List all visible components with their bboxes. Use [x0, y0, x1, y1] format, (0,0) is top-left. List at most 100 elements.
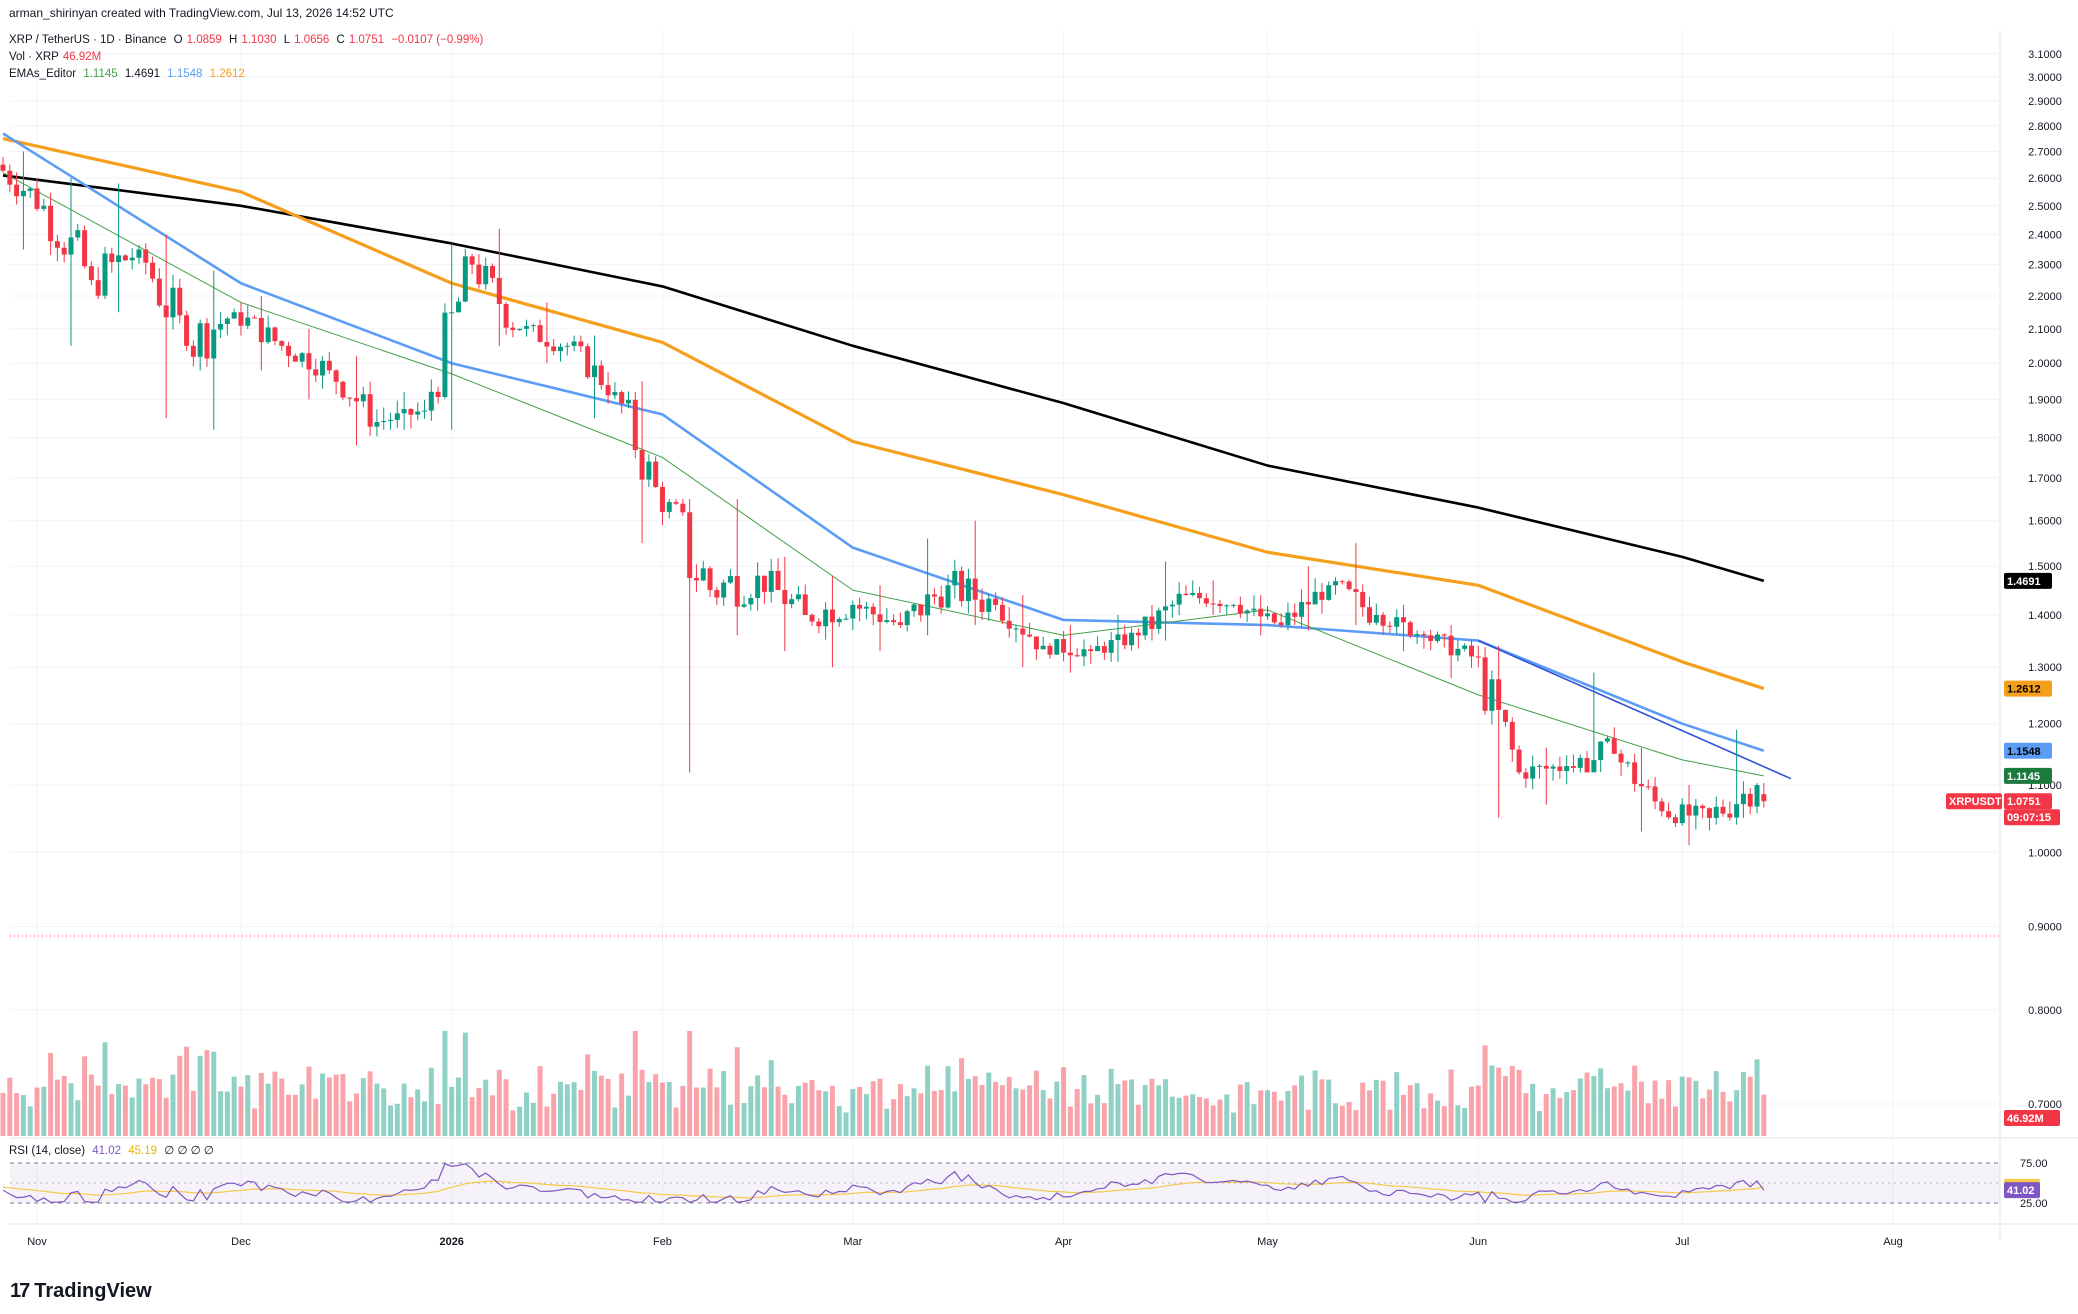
candle-body: [422, 410, 428, 412]
candle-body: [95, 280, 101, 296]
volume-label[interactable]: Vol · XRP: [9, 51, 59, 63]
rsi-label[interactable]: RSI (14, close): [9, 1145, 86, 1157]
volume-bar: [1163, 1079, 1169, 1136]
volume-bar: [680, 1085, 686, 1136]
ema-label[interactable]: EMAs_Editor: [9, 68, 77, 80]
price-axis-label: 2.4000: [2028, 230, 2062, 242]
ema-lines: [2, 132, 1792, 780]
candle-body: [1700, 805, 1706, 809]
volume-bar: [918, 1093, 924, 1136]
volume-bar: [1720, 1091, 1726, 1136]
candle-body: [231, 312, 237, 319]
candle-body: [258, 317, 264, 343]
volume-bar: [211, 1051, 217, 1136]
volume-bar: [714, 1087, 720, 1136]
volume-bar: [598, 1075, 604, 1136]
main-pane[interactable]: [10, 30, 2000, 1137]
candle-body: [1516, 749, 1522, 773]
candle-body: [1428, 635, 1434, 641]
candle-body: [782, 589, 788, 605]
candle-body: [517, 328, 523, 331]
candle-body: [1122, 634, 1128, 646]
volume-bar: [1740, 1072, 1746, 1136]
symbol-name[interactable]: XRP / TetherUS · 1D · Binance: [9, 34, 167, 46]
volume-bar: [829, 1085, 835, 1136]
rsi-pane[interactable]: [2, 1162, 2000, 1204]
price-axis[interactable]: 3.1000 3.0000 2.9000 2.8000 2.7000 2.6000 2.50…: [2020, 49, 2062, 1210]
tag-volume: 46.92M: [2007, 1113, 2044, 1125]
candle-body: [959, 570, 965, 602]
price-axis-label: 2.8000: [2028, 121, 2062, 133]
volume-bar: [320, 1073, 326, 1136]
candle-body: [1509, 721, 1515, 750]
volume-bar: [428, 1067, 434, 1136]
volume-bar: [422, 1101, 428, 1136]
volume-bar: [204, 1050, 210, 1136]
candle-body: [1462, 645, 1468, 649]
candle-body: [1244, 610, 1250, 614]
volume-bar: [367, 1071, 373, 1136]
candle-body: [1231, 604, 1237, 606]
rsi-legend[interactable]: RSI (14, close) 41.02 45.19 ∅ ∅ ∅ ∅: [9, 1143, 218, 1159]
volume-bar: [1285, 1090, 1291, 1136]
candle-body: [354, 398, 360, 402]
candle-body: [625, 399, 631, 404]
candle-body: [1666, 811, 1672, 818]
candle-body: [891, 620, 897, 623]
volume-bar: [7, 1077, 13, 1136]
volume-bar: [782, 1094, 788, 1136]
high-value: 1.1030: [241, 34, 277, 46]
tag-ema20: 1.1145: [2007, 771, 2040, 783]
candle-body: [1380, 614, 1386, 626]
candle-body: [184, 315, 190, 346]
tag-ema50-bg: [2004, 742, 2052, 759]
price-axis-label: 1.3000: [2028, 662, 2062, 674]
volume-bar: [197, 1055, 203, 1136]
volume-bar: [1265, 1090, 1271, 1136]
volume-bar: [755, 1075, 761, 1136]
candle-body: [1217, 603, 1223, 607]
tag-symbol-bg: [1946, 793, 2002, 810]
candle-body: [415, 411, 421, 415]
tag-ema200-bg: [2004, 572, 2052, 589]
volume-bar: [721, 1071, 727, 1136]
time-axis[interactable]: Nov Dec 2026 Feb Mar Apr May Jun Jul Aug: [27, 1236, 1903, 1248]
candle-body: [544, 341, 550, 347]
volume-bar: [986, 1072, 992, 1136]
price-axis-label: 1.8000: [2028, 433, 2062, 445]
candle-body: [680, 503, 686, 513]
candle-body: [7, 170, 13, 185]
rsi-extra: ∅ ∅ ∅ ∅: [164, 1145, 214, 1157]
candle-body: [510, 327, 516, 331]
volume-bar: [503, 1079, 509, 1136]
volume-bar: [870, 1081, 876, 1136]
candle-body: [1203, 598, 1209, 604]
candle-body: [918, 604, 924, 616]
candles[interactable]: [0, 151, 1767, 846]
ema-legend[interactable]: EMAs_Editor 1.1145 1.4691 1.1548 1.2612: [9, 66, 249, 82]
candle-body: [639, 450, 645, 480]
candle-body: [313, 369, 319, 376]
volume-bar: [496, 1069, 502, 1136]
volume-bar: [544, 1106, 550, 1136]
open-label: O: [173, 34, 183, 46]
candle-body: [1305, 602, 1311, 605]
volume-bar: [1659, 1098, 1665, 1136]
tag-volume-bg: [2004, 1110, 2060, 1126]
candle-body: [1625, 762, 1631, 764]
volume-bar: [136, 1078, 142, 1136]
volume-bar: [394, 1103, 400, 1136]
candle-body: [1659, 801, 1665, 812]
tradingview-brand[interactable]: 17 TradingView: [10, 1280, 152, 1303]
volume-bar: [333, 1074, 339, 1136]
volume-bar: [959, 1058, 965, 1136]
volume-bar: [1706, 1089, 1712, 1136]
volume-bar: [741, 1103, 747, 1136]
volume-bar: [653, 1074, 659, 1136]
volume-bar: [1428, 1093, 1434, 1136]
time-axis-label: Jul: [1675, 1236, 1689, 1248]
volume-legend[interactable]: Vol · XRP 46.92M: [9, 49, 105, 65]
volume-bar: [857, 1086, 863, 1136]
